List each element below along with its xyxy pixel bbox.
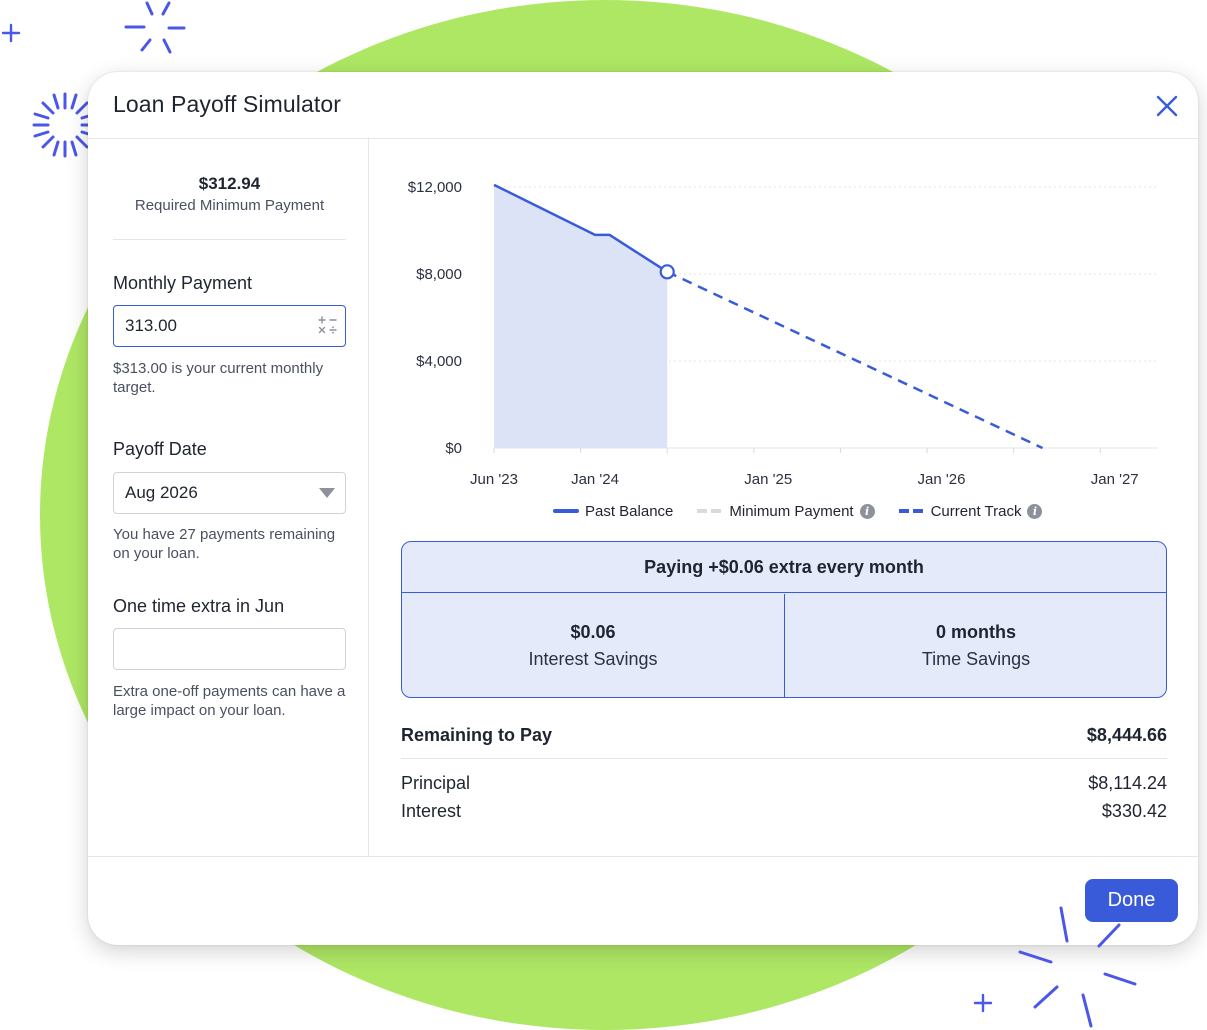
interest-savings: $0.06 Interest Savings (402, 594, 785, 697)
balance-chart: $12,000 $8,000 $4,000 $0 Jun '23 Jan '24 Jan '… (408, 179, 1158, 488)
current-track-line (666, 270, 1044, 450)
plus-icon (973, 993, 993, 1013)
y-tick-label: $12,000 (408, 179, 462, 196)
legend-swatch (553, 509, 579, 513)
one-time-extra-input[interactable] (113, 628, 346, 670)
x-tick-label: Jan '24 (571, 471, 619, 488)
remaining-value: $8,444.66 (1086, 725, 1167, 745)
one-time-extra-help: Extra one-off payments can have a large … (113, 683, 346, 719)
time-savings-label: Time Savings (921, 649, 1031, 669)
minimum-payment-label: Required Minimum Payment (134, 197, 325, 214)
minimum-payment-summary: $312.94 Required Minimum Payment (113, 174, 346, 214)
remaining-label: Remaining to Pay (401, 725, 553, 745)
legend-swatch (697, 509, 724, 513)
sparkle-icon (32, 92, 98, 158)
legend-label: Current Track (930, 502, 1022, 520)
legend-current-track: Current Track i (898, 502, 1043, 520)
x-tick-label: Jan '25 (744, 471, 792, 488)
info-icon[interactable]: i (859, 503, 875, 519)
dialog-title: Loan Payoff Simulator (113, 91, 341, 117)
y-tick-label: $8,000 (416, 266, 462, 283)
interest-row: Interest $330.42 (401, 801, 1167, 822)
payoff-date-label: Payoff Date (113, 439, 207, 459)
close-icon[interactable] (1155, 94, 1179, 118)
minimum-payment-amount: $312.94 (198, 174, 261, 193)
current-balance-point (659, 264, 675, 280)
loan-payoff-dialog: Loan Payoff Simulator $312.94 Required M… (88, 72, 1198, 945)
chevron-down-icon[interactable] (319, 488, 335, 498)
footer-divider (88, 856, 1198, 857)
time-savings: 0 months Time Savings (785, 594, 1166, 697)
interest-savings-label: Interest Savings (528, 649, 658, 669)
past-balance-area (494, 184, 668, 448)
payoff-date-value[interactable]: Aug 2026 (125, 483, 198, 502)
remaining-to-pay-row: Remaining to Pay $8,444.66 (401, 725, 1167, 746)
principal-label: Principal (401, 773, 471, 793)
dialog-header: Loan Payoff Simulator (88, 72, 1198, 139)
payment-settings-panel: $312.94 Required Minimum Payment Monthly… (88, 138, 369, 856)
interest-label: Interest (401, 801, 462, 821)
legend-past-balance: Past Balance (553, 503, 673, 520)
done-button[interactable]: Done (1085, 879, 1178, 922)
savings-summary: Paying +$0.06 extra every month $0.06 In… (401, 541, 1167, 698)
calculator-icon[interactable] (317, 314, 339, 336)
x-tick-label: Jan '27 (1091, 471, 1139, 488)
info-icon[interactable]: i (1027, 503, 1043, 519)
y-tick-label: $0 (445, 440, 462, 457)
x-tick-label: Jun '23 (470, 471, 518, 488)
savings-headline: Paying +$0.06 extra every month (402, 542, 1166, 593)
legend-swatch (898, 509, 925, 513)
monthly-payment-input[interactable]: 313.00 (113, 305, 346, 347)
monthly-payment-value[interactable]: 313.00 (125, 316, 177, 335)
principal-value: $8,114.24 (1088, 773, 1167, 793)
divider (401, 758, 1167, 759)
y-tick-label: $4,000 (416, 353, 462, 370)
interest-value: $330.42 (1101, 801, 1167, 821)
chart-legend: Past Balance Minimum Payment i Current T… (553, 500, 1066, 522)
past-balance-line (493, 183, 668, 273)
one-time-extra-label: One time extra in Jun (113, 596, 285, 616)
plus-icon (1, 23, 21, 43)
legend-label: Past Balance (585, 502, 674, 520)
legend-label: Minimum Payment (729, 502, 854, 520)
sparkle-icon (124, 1, 186, 54)
monthly-payment-help: $313.00 is your current monthly target. (113, 360, 324, 396)
principal-row: Principal $8,114.24 (401, 773, 1167, 794)
legend-minimum-payment: Minimum Payment i (697, 502, 875, 520)
divider (113, 239, 346, 240)
time-savings-value: 0 months (935, 622, 1016, 642)
x-tick-label: Jan '26 (918, 471, 966, 488)
sparkle-icon (1018, 906, 1137, 1028)
interest-savings-value: $0.06 (570, 622, 616, 642)
payoff-date-help: You have 27 payments remaining on your l… (113, 526, 336, 562)
payoff-date-select[interactable]: Aug 2026 (113, 472, 346, 514)
monthly-payment-label: Monthly Payment (113, 273, 253, 293)
